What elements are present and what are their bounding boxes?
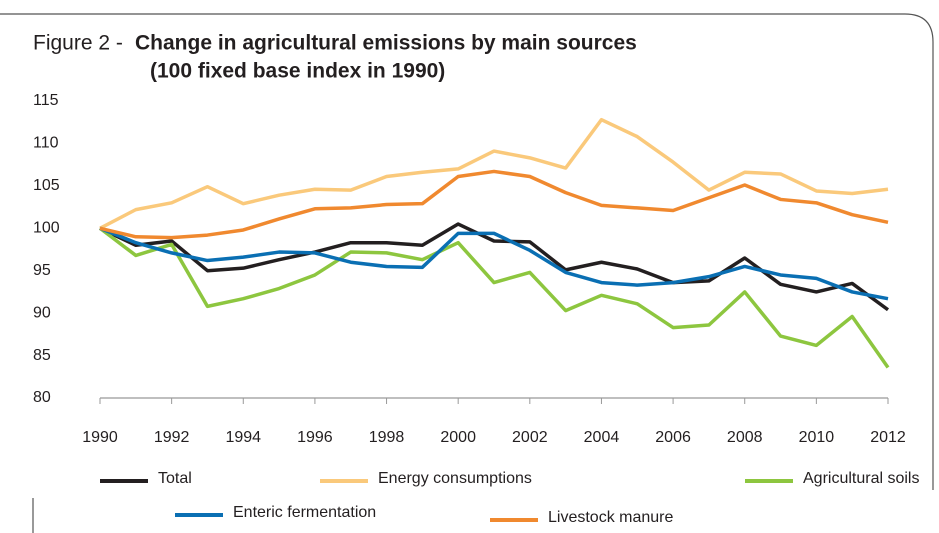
- legend-label: Livestock manure: [548, 509, 673, 526]
- figure-label: Figure 2 -: [33, 32, 123, 55]
- y-tick-label: 90: [33, 304, 51, 321]
- x-tick-label: 2010: [799, 429, 835, 446]
- y-tick-label: 80: [33, 389, 51, 406]
- y-tick-label: 85: [33, 347, 51, 364]
- y-tick-label: 110: [33, 135, 59, 152]
- x-tick-label: 1994: [225, 429, 261, 446]
- x-tick-label: 1996: [297, 429, 333, 446]
- chart-subtitle: (100 fixed base index in 1990): [150, 60, 445, 83]
- legend-label: Agricultural soils: [803, 470, 919, 487]
- series-line: [98, 226, 890, 369]
- y-tick-label: 100: [33, 220, 60, 237]
- legend-label: Enteric fermentation: [233, 504, 376, 521]
- y-tick-label: 115: [33, 92, 59, 109]
- y-tick-label: 95: [33, 262, 51, 279]
- series-line: [99, 117, 889, 230]
- x-tick-label: 2006: [655, 429, 691, 446]
- frame: [0, 13, 934, 490]
- series-line: [99, 169, 889, 240]
- series-line: [99, 226, 889, 301]
- chart-title: Change in agricultural emissions by main…: [135, 32, 637, 55]
- x-tick-label: 1990: [82, 429, 118, 446]
- series-line: [99, 222, 890, 312]
- x-tick-label: 2004: [584, 429, 620, 446]
- x-tick-label: 1998: [369, 429, 405, 446]
- x-tick-label: 2012: [870, 429, 906, 446]
- legend-label: Total: [158, 470, 192, 487]
- x-tick-label: 1992: [154, 429, 190, 446]
- legend-label: Energy consumptions: [378, 470, 532, 487]
- x-tick-label: 2000: [440, 429, 476, 446]
- y-tick-label: 105: [33, 177, 60, 194]
- x-tick-label: 2002: [512, 429, 548, 446]
- x-tick-label: 2008: [727, 429, 763, 446]
